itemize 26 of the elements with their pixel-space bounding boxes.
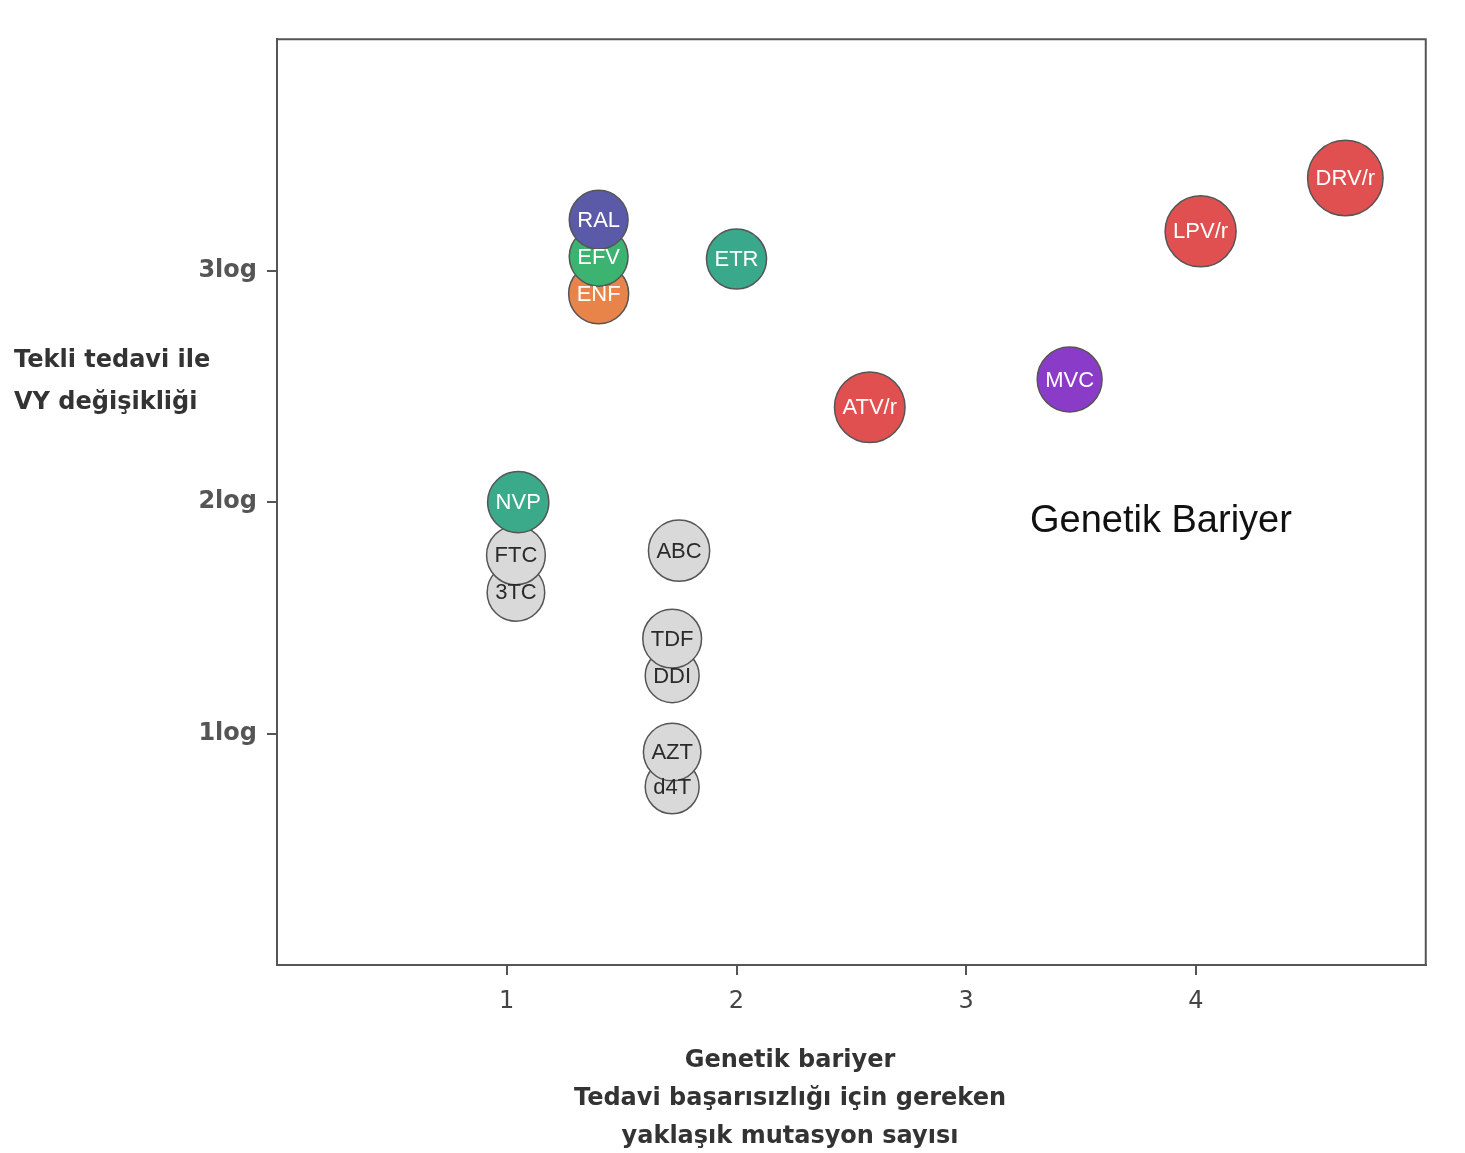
x-tick-label: 3 xyxy=(958,985,974,1014)
x-tick-label: 2 xyxy=(728,985,745,1014)
annotation: Genetik Bariyer xyxy=(1030,498,1292,541)
series-label: MVC xyxy=(1045,366,1095,392)
y-tick-label: 1log xyxy=(198,717,257,746)
series-label: FTC xyxy=(494,542,538,568)
series-label: ENF xyxy=(576,280,621,306)
x-axis-title: Genetik bariyer Tedavi başarısızlığı için gereken yaklaşık mutasyon sayısı xyxy=(572,1044,1007,1151)
series-label: ABC xyxy=(656,537,702,563)
y-tick-label: 2log xyxy=(198,486,257,515)
series-label: 3TC xyxy=(495,579,537,605)
series-label: TDF xyxy=(650,625,694,651)
series-label: d4T xyxy=(653,773,692,799)
x-tick-label: 4 xyxy=(1188,985,1204,1014)
series-label: EFV xyxy=(577,243,621,269)
series-label: DRV/r xyxy=(1315,165,1376,191)
series-label: ETR xyxy=(714,246,759,272)
y-tick-label: 3log xyxy=(198,254,257,283)
series-label: NVP xyxy=(495,489,541,515)
series-label: AZT xyxy=(651,739,693,765)
series-label: ATV/r xyxy=(842,394,898,420)
x-tick-label: 1 xyxy=(499,985,515,1014)
series-label: LPV/r xyxy=(1173,218,1229,244)
y-axis-title: Tekli tedavi ile VY değişikliği xyxy=(14,344,211,417)
series-label: DDI xyxy=(653,662,692,688)
series-label: RAL xyxy=(577,206,621,232)
